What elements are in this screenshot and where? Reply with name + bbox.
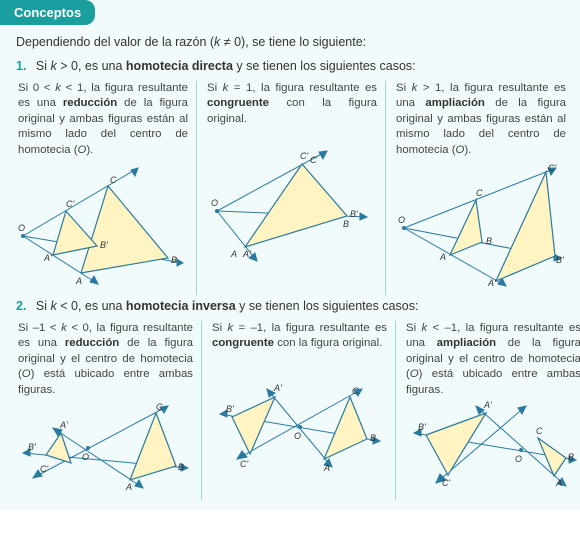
svg-text:C: C [476,188,483,198]
svg-text:A': A' [487,278,496,288]
col-1-3-text: Si k > 1, la figura resultante es una am… [396,81,566,158]
section2-grid: Si –1 < k < 0, la figura resultante es u… [0,321,580,500]
col-2-1-text: Si –1 < k < 0, la figura resultante es u… [18,321,193,398]
diagram-1-3: O C C' B B' A A' [396,158,566,288]
col-2-1: Si –1 < k < 0, la figura resultante es u… [8,321,201,500]
diagram-1-2: O C'C B'B A A' [207,139,377,269]
svg-text:C: C [536,426,543,436]
svg-text:O: O [82,452,89,462]
svg-text:B: B [178,462,184,472]
section2-title: 2. Si k < 0, es una homotecia inversa y … [0,295,580,321]
svg-text:A: A [125,482,132,492]
diagram-1-1: O C C' B B' A A' [18,158,188,288]
col-1-1: Si 0 < k < 1, la figura resultante es un… [8,81,196,295]
svg-text:C': C' [66,199,74,209]
svg-text:B': B' [350,209,358,219]
section1-grid: Si 0 < k < 1, la figura resultante es un… [0,81,580,295]
col-1-2: Si k = 1, la figura resultante es congru… [196,81,385,295]
svg-text:C: C [352,386,359,396]
svg-text:A': A' [273,383,282,393]
diagram-2-1: O C C' B B' A A' [18,398,193,493]
col-2-3-text: Si k < –1, la figura resultante es una a… [406,321,580,398]
svg-text:B': B' [226,404,234,414]
tab-conceptos: Conceptos [0,0,95,25]
svg-text:C': C' [240,459,248,469]
col-1-1-text: Si 0 < k < 1, la figura resultante es un… [18,81,188,158]
svg-text:B: B [171,255,177,265]
svg-text:B: B [343,219,349,229]
svg-text:A: A [323,463,330,473]
svg-text:C': C' [548,163,556,173]
svg-text:A: A [230,249,237,259]
col-2-2-text: Si k = –1, la figura resultante es congr… [212,321,387,379]
svg-text:A': A' [483,400,492,410]
svg-text:O: O [18,223,25,233]
diagram-2-2: O C C' B B' A A' [212,379,387,474]
svg-text:B': B' [28,442,36,452]
section1-num: 1. [16,59,26,73]
svg-text:C: C [310,155,317,165]
svg-text:O: O [398,215,405,225]
svg-text:B: B [370,433,376,443]
svg-text:A: A [555,478,562,488]
svg-text:A: A [439,252,446,262]
svg-text:B': B' [100,240,108,250]
svg-text:A': A' [59,420,68,430]
svg-text:A': A' [242,249,251,259]
svg-text:A': A' [43,253,52,263]
intro-text: Dependiendo del valor de la razón (k ≠ 0… [0,25,580,55]
svg-text:O: O [294,431,301,441]
svg-text:C: C [156,402,163,412]
col-2-3: Si k < –1, la figura resultante es una a… [395,321,580,500]
svg-text:C': C' [442,478,450,488]
svg-text:B': B' [418,422,426,432]
col-1-2-text: Si k = 1, la figura resultante es congru… [207,81,377,139]
svg-text:O: O [211,198,218,208]
svg-text:C': C' [40,464,48,474]
svg-text:C': C' [300,151,308,161]
col-1-3: Si k > 1, la figura resultante es una am… [385,81,574,295]
svg-text:O: O [515,454,522,464]
concept-page: Conceptos Dependiendo del valor de la ra… [0,0,580,510]
col-2-2: Si k = –1, la figura resultante es congr… [201,321,395,500]
section2-num: 2. [16,299,26,313]
svg-text:B: B [568,452,574,462]
diagram-2-3: O C C' B B' A A' [406,398,580,493]
svg-text:B': B' [556,255,564,265]
section1-title: 1. Si k > 0, es una homotecia directa y … [0,55,580,81]
svg-text:B: B [486,236,492,246]
svg-text:C: C [110,175,117,185]
svg-text:A: A [75,276,82,286]
